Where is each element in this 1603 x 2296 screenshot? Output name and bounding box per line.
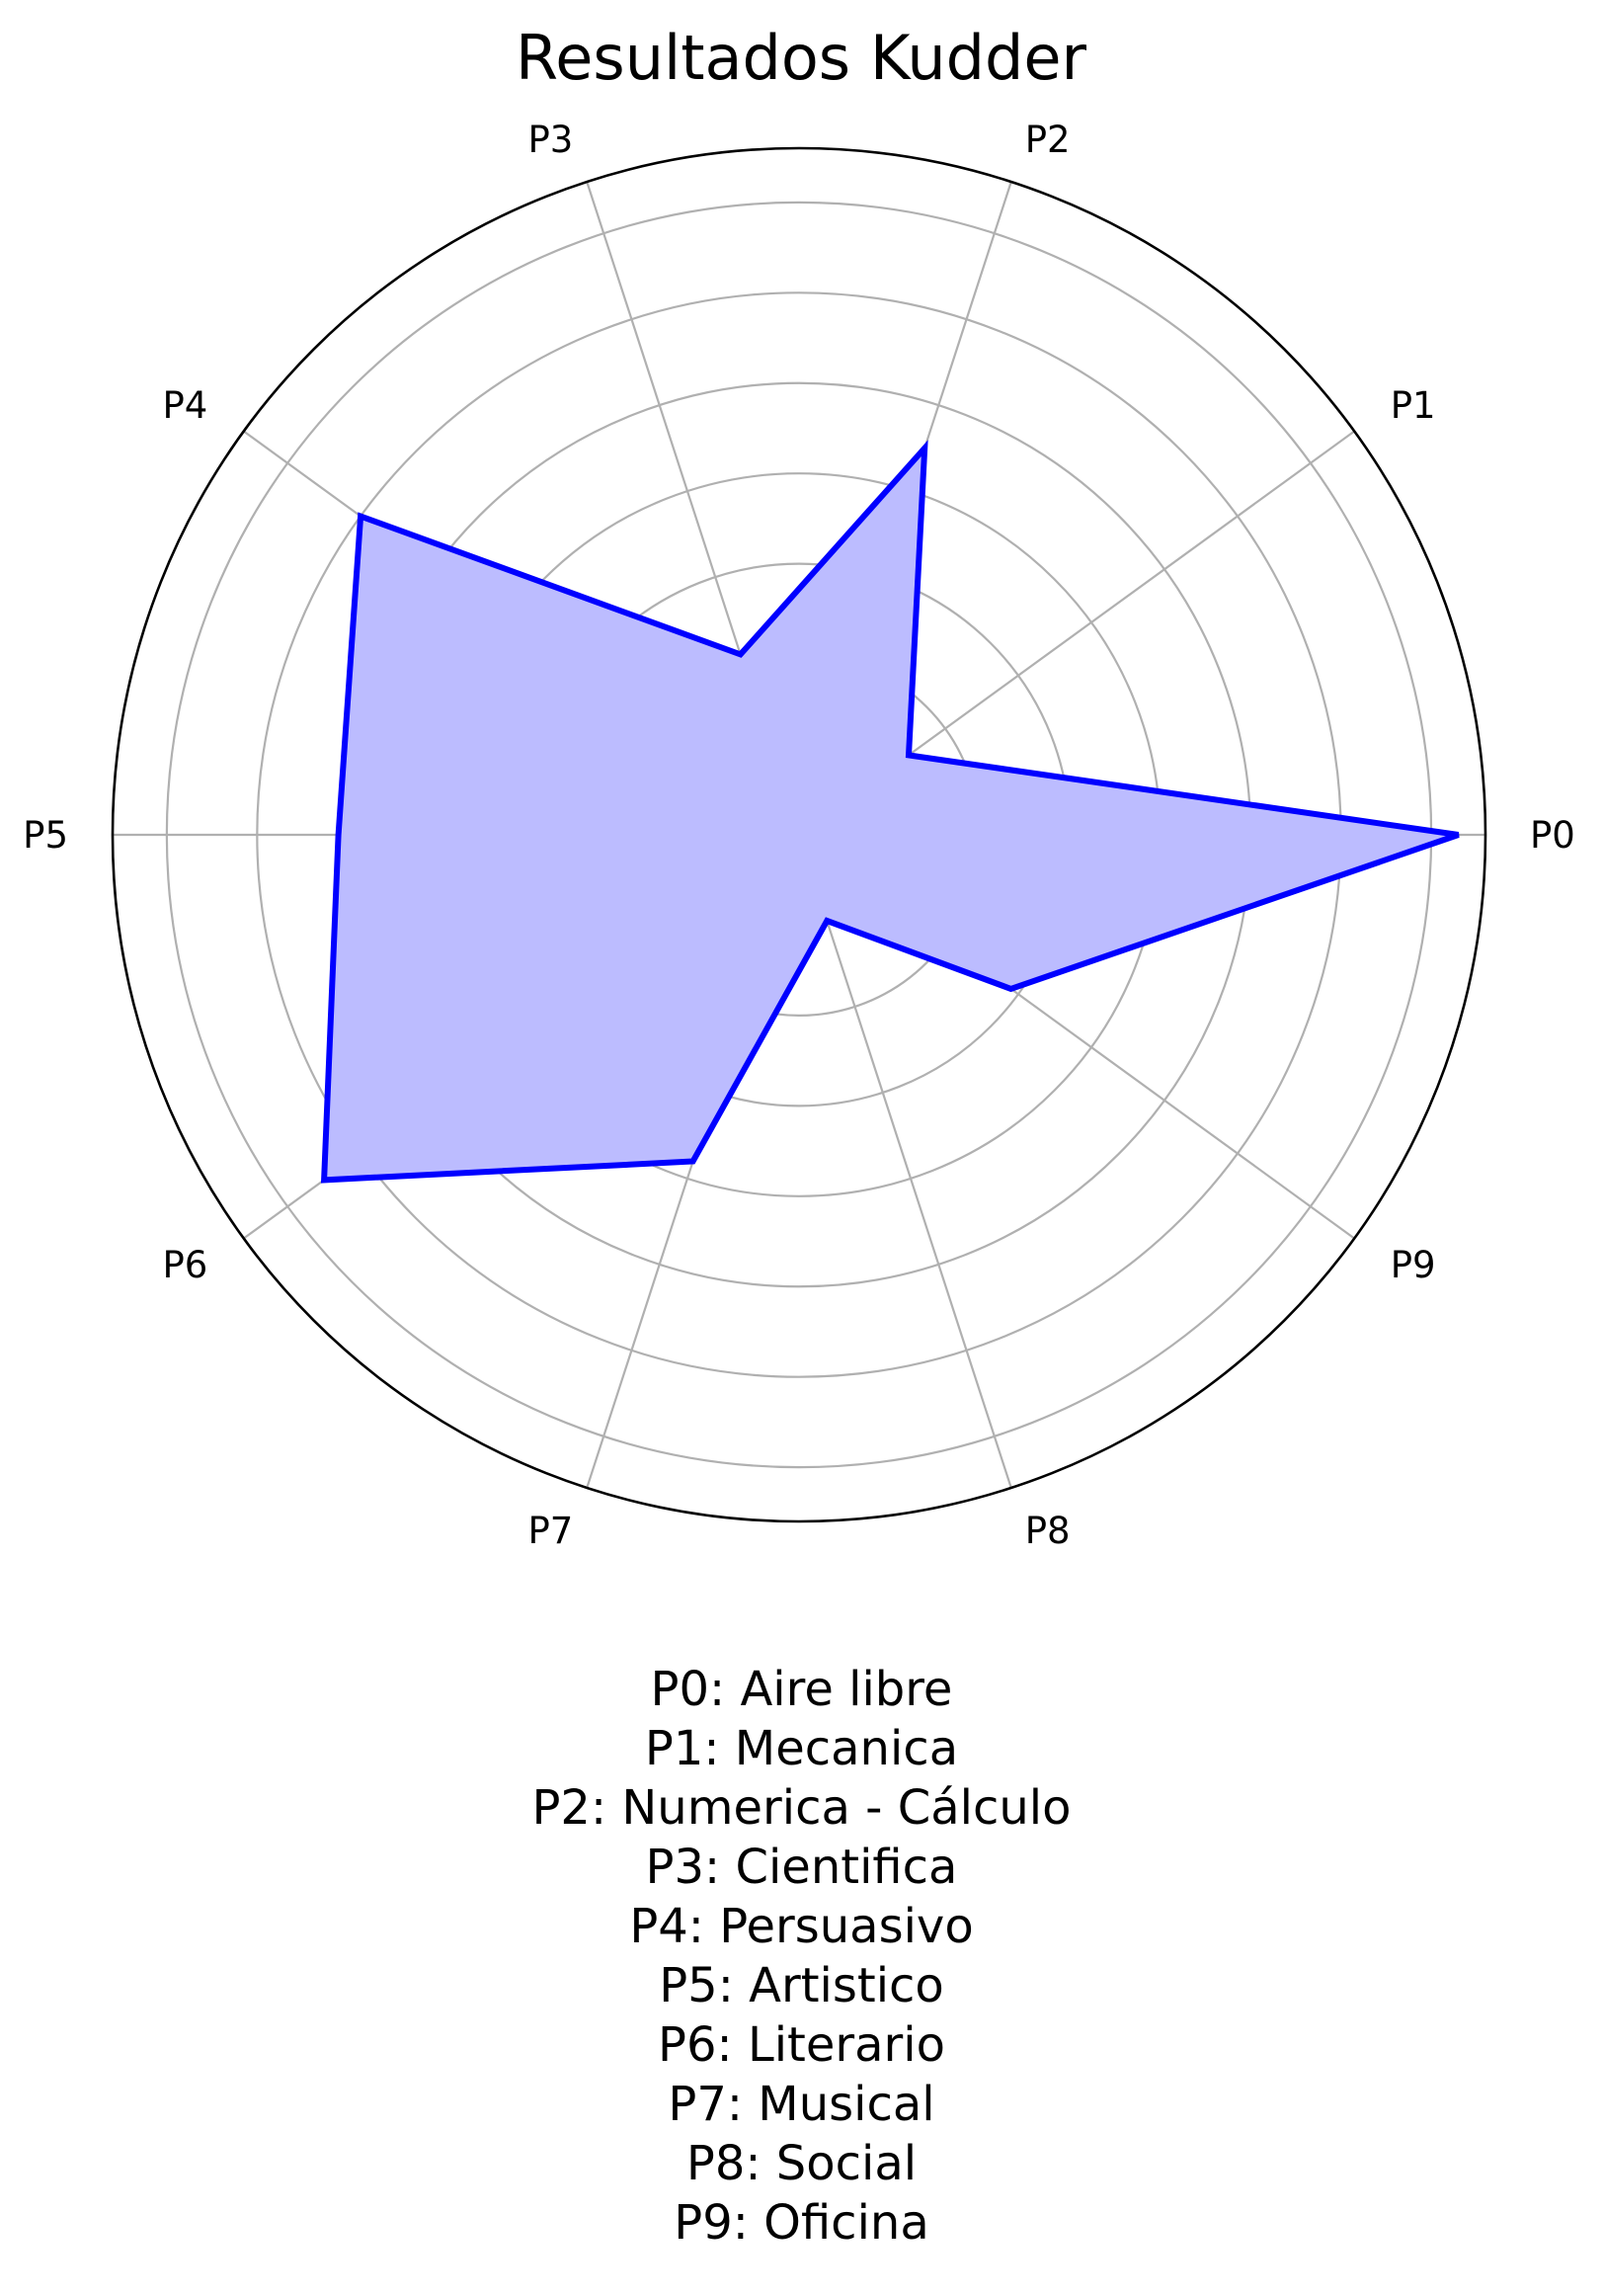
axis-label-p2: P2 <box>1025 119 1071 161</box>
axis-label-p9: P9 <box>1391 1244 1436 1286</box>
legend-line: P3: Cientifica <box>645 1840 958 1895</box>
data-layer <box>320 440 1460 1184</box>
category-legend: P0: Aire libre P1: Mecanica P2: Numerica… <box>0 1660 1603 2253</box>
legend-line: P5: Artistico <box>659 1958 944 2013</box>
legend-line: P2: Numerica - Cálculo <box>531 1780 1072 1836</box>
axis-label-p1: P1 <box>1391 384 1436 427</box>
polar-frame <box>111 146 1487 1523</box>
legend-line: P7: Musical <box>668 2077 935 2132</box>
legend-line: P9: Oficina <box>674 2195 929 2251</box>
legend-line: P1: Mecanica <box>644 1721 959 1776</box>
legend-line: P8: Social <box>685 2136 918 2191</box>
legend-line: P4: Persuasivo <box>629 1899 974 1954</box>
series-area <box>324 448 1459 1181</box>
axis-label-p6: P6 <box>162 1244 207 1286</box>
axis-label-p5: P5 <box>23 814 68 857</box>
axis-label-p0: P0 <box>1530 814 1575 857</box>
axis-label-p3: P3 <box>527 119 573 161</box>
legend-line: P0: Aire libre <box>650 1662 953 1717</box>
axis-label-p8: P8 <box>1025 1510 1071 1552</box>
axis-label-p7: P7 <box>527 1510 573 1552</box>
axis-labels: P0 P1 P2 P3 P4 P5 P6 P7 P8 P9 <box>23 119 1575 1552</box>
legend-line: P6: Literario <box>658 2017 945 2073</box>
axis-label-p4: P4 <box>162 384 207 427</box>
chart-title: Resultados Kudder <box>516 22 1087 94</box>
grid-spoke <box>797 834 1012 1489</box>
